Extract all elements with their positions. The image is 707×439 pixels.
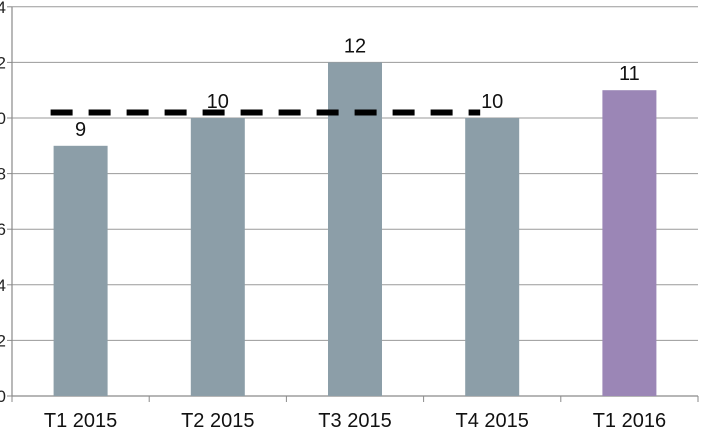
x-tick-label: T1 2015 (44, 410, 117, 432)
bar-t1-2016 (602, 90, 657, 396)
y-tick-label: 2 (0, 331, 6, 350)
x-tick-labels: T1 2015 T2 2015 T3 2015 T4 2015 T1 2016 (44, 410, 666, 432)
data-labels: 9 10 12 10 11 (75, 35, 640, 140)
data-label: 10 (481, 91, 503, 113)
data-label: 11 (619, 63, 640, 85)
bar-t2-2015 (190, 118, 245, 396)
y-tick-label: 8 (0, 165, 6, 184)
data-label: 10 (207, 91, 229, 113)
data-label: 9 (75, 119, 86, 141)
y-tick-labels: 0 2 4 6 8 0 2 4 (0, 0, 6, 406)
x-tick-label: T1 2016 (593, 410, 666, 432)
bar-t1-2015 (53, 145, 108, 396)
x-tick-label: T2 2015 (181, 410, 254, 432)
y-tick-label: 0 (0, 109, 6, 128)
bars (53, 62, 657, 397)
y-tick-label: 2 (0, 53, 6, 72)
bar-t3-2015 (328, 62, 382, 397)
y-tick-label: 6 (0, 220, 6, 239)
y-tick-label: 4 (0, 0, 6, 17)
data-label: 12 (344, 35, 366, 57)
y-tick-label: 4 (0, 276, 6, 295)
bar-t4-2015 (465, 118, 520, 396)
x-tick-label: T4 2015 (456, 410, 529, 432)
y-tick-label: 0 (0, 387, 6, 406)
x-tick-label: T3 2015 (318, 410, 391, 432)
